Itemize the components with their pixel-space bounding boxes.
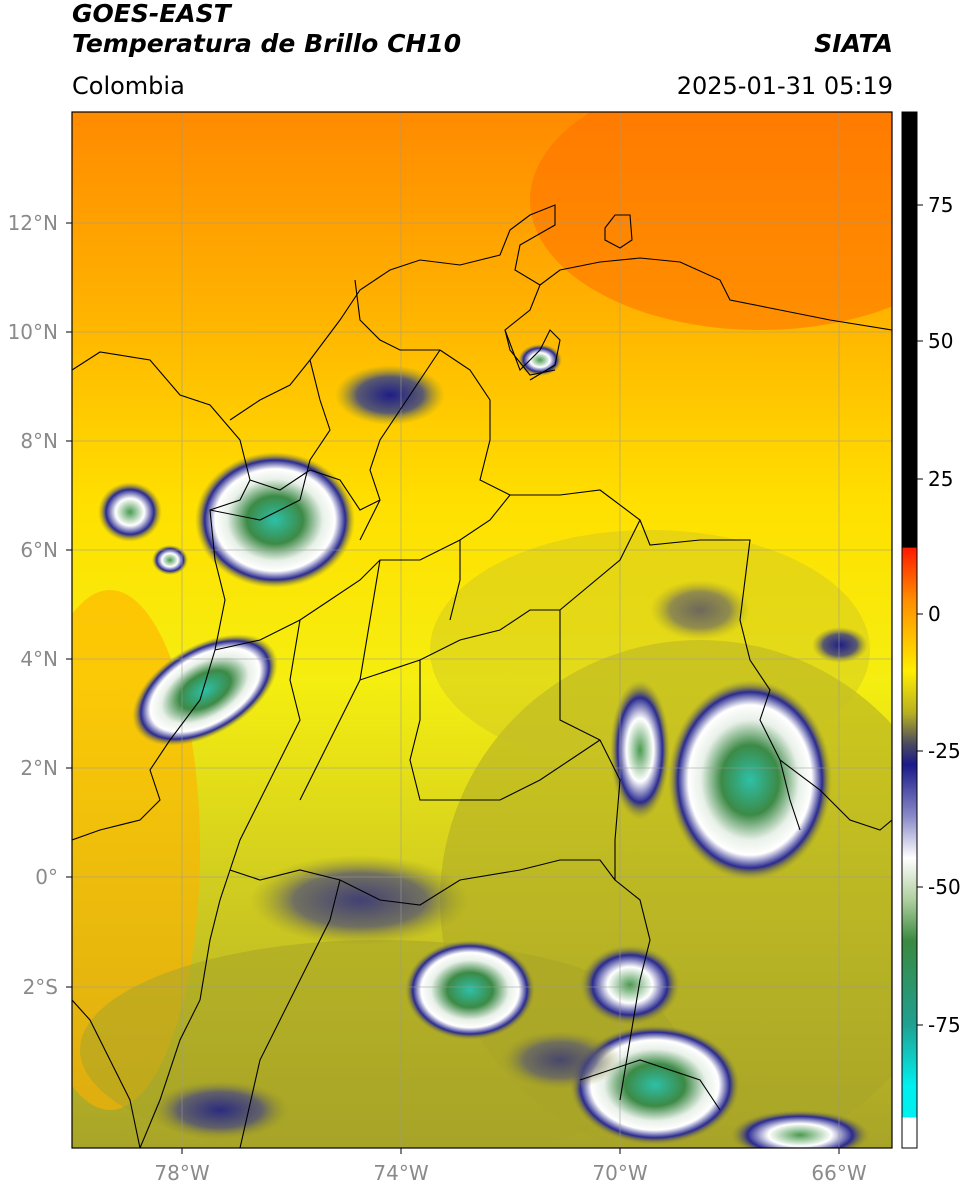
lon-tick-label: 70°W [592, 1161, 647, 1185]
storm-cell [500, 1030, 620, 1090]
lat-tick-label: 8°N [20, 429, 58, 453]
lon-tick-label: 74°W [373, 1161, 428, 1185]
colorbar-tick-label: 50 [928, 329, 953, 353]
lat-tick-label: 4°N [20, 647, 58, 671]
colorbar-ticks: 75 50 25 0 -25 -50 -75 [917, 193, 961, 1037]
colorbar-tick-label: -50 [928, 875, 961, 899]
longitude-axis: 78°W 74°W 70°W 66°W [154, 1148, 867, 1185]
agency-label: SIATA [814, 29, 893, 58]
latitude-axis: 12°N 10°N 8°N 6°N 4°N 2°N 0° 2°S [8, 211, 72, 999]
lat-tick-label: 2°N [20, 756, 58, 780]
lat-tick-label: 10°N [8, 320, 58, 344]
product-title: Temperatura de Brillo CH10 [72, 29, 462, 58]
admin-boundaries [72, 204, 892, 1148]
storm-cell [580, 945, 680, 1025]
colorbar-tick-label: 0 [928, 602, 941, 626]
lat-tick-label: 2°S [23, 975, 58, 999]
colorbar-tick-label: 25 [928, 467, 953, 491]
storm-cell [132, 634, 278, 746]
storm-cell [250, 855, 470, 945]
lat-tick-label: 0° [35, 865, 58, 889]
graticule [72, 112, 892, 1148]
temperature-field [72, 112, 892, 1148]
satellite-title: GOES-EAST [72, 0, 231, 28]
storm-cell [98, 482, 162, 542]
region-label: Colombia [72, 72, 185, 100]
lon-tick-label: 66°W [811, 1161, 866, 1185]
datetime-label: 2025-01-31 05:19 [676, 72, 893, 100]
storm-cell [812, 627, 868, 663]
storm-cell [152, 545, 188, 575]
colorbar: 75 50 25 0 -25 -50 -75 [901, 111, 961, 1149]
storm-cell [650, 580, 750, 640]
colorbar-tick-label: 75 [928, 193, 953, 217]
storm-cell [730, 1110, 870, 1148]
storm-cell [668, 680, 832, 880]
colorbar-scale [901, 111, 918, 1149]
storm-cell [610, 680, 670, 820]
lat-tick-label: 6°N [20, 538, 58, 562]
lon-tick-label: 78°W [154, 1161, 209, 1185]
storm-cell [335, 365, 445, 425]
storm-cell [195, 452, 355, 588]
storm-cell [405, 940, 535, 1040]
storm-cell [150, 1080, 290, 1140]
colorbar-tick-label: -25 [928, 739, 961, 763]
lat-tick-label: 12°N [8, 211, 58, 235]
colorbar-tick-label: -75 [928, 1013, 961, 1037]
map-frame [71, 111, 893, 1149]
